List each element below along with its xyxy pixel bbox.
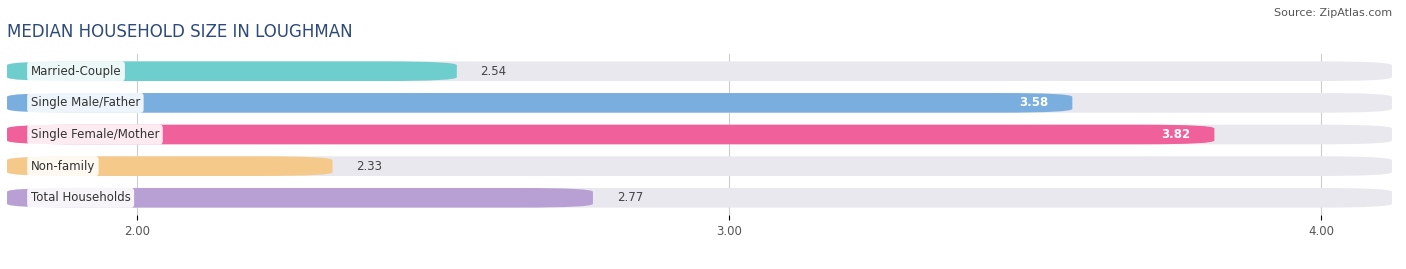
FancyBboxPatch shape bbox=[7, 93, 1073, 113]
Text: Source: ZipAtlas.com: Source: ZipAtlas.com bbox=[1274, 8, 1392, 18]
Text: Non-family: Non-family bbox=[31, 160, 96, 173]
Text: MEDIAN HOUSEHOLD SIZE IN LOUGHMAN: MEDIAN HOUSEHOLD SIZE IN LOUGHMAN bbox=[7, 23, 353, 41]
Text: Single Male/Father: Single Male/Father bbox=[31, 96, 141, 109]
FancyBboxPatch shape bbox=[7, 93, 1392, 113]
Text: 3.58: 3.58 bbox=[1019, 96, 1049, 109]
Text: 3.82: 3.82 bbox=[1161, 128, 1191, 141]
FancyBboxPatch shape bbox=[7, 125, 1215, 144]
Text: 2.77: 2.77 bbox=[617, 191, 643, 204]
Text: Married-Couple: Married-Couple bbox=[31, 65, 121, 78]
FancyBboxPatch shape bbox=[7, 188, 593, 208]
Text: 2.33: 2.33 bbox=[356, 160, 382, 173]
FancyBboxPatch shape bbox=[7, 61, 457, 81]
Text: Single Female/Mother: Single Female/Mother bbox=[31, 128, 159, 141]
Text: 2.54: 2.54 bbox=[481, 65, 506, 78]
FancyBboxPatch shape bbox=[7, 156, 333, 176]
FancyBboxPatch shape bbox=[7, 61, 1392, 81]
FancyBboxPatch shape bbox=[7, 156, 1392, 176]
Text: Total Households: Total Households bbox=[31, 191, 131, 204]
FancyBboxPatch shape bbox=[7, 125, 1392, 144]
FancyBboxPatch shape bbox=[7, 188, 1392, 208]
